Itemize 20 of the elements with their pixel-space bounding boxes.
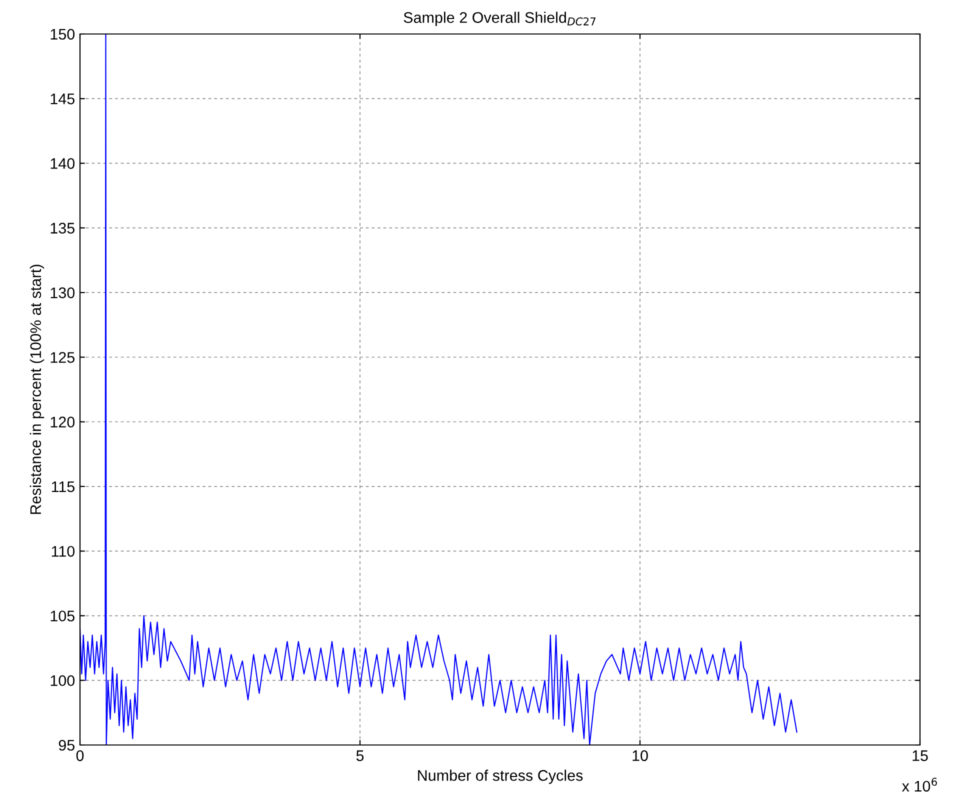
x-tick-label: 0 [76, 750, 84, 762]
y-tick-label: 150 [50, 28, 75, 40]
x-tick-label: 5 [356, 750, 364, 762]
chart-title: Sample 2 Overall Shield$_{DC27}$ [404, 12, 596, 26]
x-axis-title: Number of stress Cycles [418, 770, 583, 784]
y-tick-label: 140 [50, 158, 75, 169]
x-tick-label: 10 [632, 750, 648, 762]
y-tick-label: 130 [50, 287, 75, 298]
y-tick-label: 120 [50, 416, 75, 428]
y-axis-title: Resistance in percent (100% at start) [30, 264, 44, 514]
y-tick-label: 100 [50, 675, 75, 686]
y-tick-label: 145 [50, 94, 74, 104]
y-tick-label: 105 [50, 610, 74, 622]
y-tick-label: 125 [50, 352, 74, 363]
y-tick-label: 95 [58, 740, 74, 751]
text: x 10$^{6}$ [902, 778, 937, 792]
x-tick-label: 15 [912, 750, 928, 762]
y-tick-label: 115 [52, 481, 74, 492]
y-tick-label: 110 [52, 546, 75, 557]
y-tick-label: 135 [50, 222, 74, 234]
